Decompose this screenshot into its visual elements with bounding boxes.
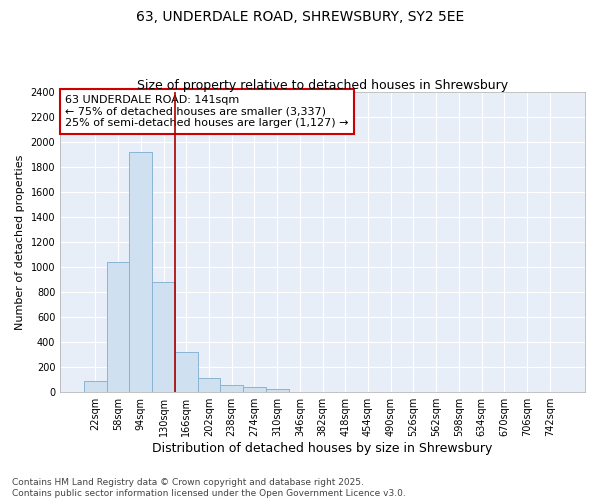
Y-axis label: Number of detached properties: Number of detached properties [15, 154, 25, 330]
Bar [84, 381, 107, 392]
Bar [152, 282, 175, 392]
Bar [220, 386, 243, 392]
Bar [197, 378, 220, 392]
Text: 63, UNDERDALE ROAD, SHREWSBURY, SY2 5EE: 63, UNDERDALE ROAD, SHREWSBURY, SY2 5EE [136, 10, 464, 24]
Title: Size of property relative to detached houses in Shrewsbury: Size of property relative to detached ho… [137, 79, 508, 92]
Bar [243, 387, 266, 392]
Bar [266, 389, 289, 392]
Text: 63 UNDERDALE ROAD: 141sqm
← 75% of detached houses are smaller (3,337)
25% of se: 63 UNDERDALE ROAD: 141sqm ← 75% of detac… [65, 95, 349, 128]
X-axis label: Distribution of detached houses by size in Shrewsbury: Distribution of detached houses by size … [152, 442, 493, 455]
Text: Contains HM Land Registry data © Crown copyright and database right 2025.
Contai: Contains HM Land Registry data © Crown c… [12, 478, 406, 498]
Bar [107, 262, 130, 392]
Bar [175, 352, 197, 392]
Bar [130, 152, 152, 392]
